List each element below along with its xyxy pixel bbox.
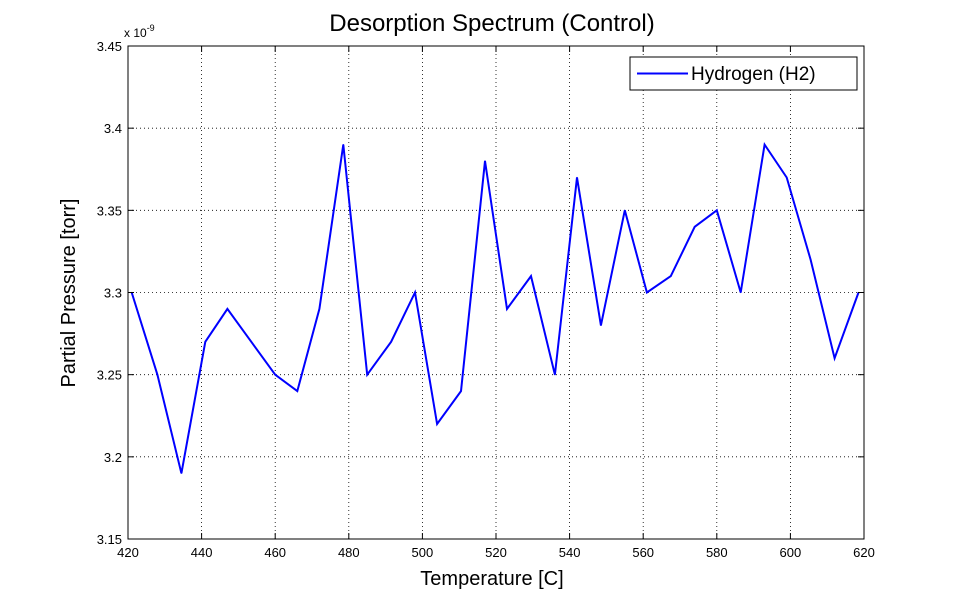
x-tick-label: 620 bbox=[853, 545, 875, 560]
data-point bbox=[390, 341, 392, 343]
y-tick-label: 3.45 bbox=[97, 39, 122, 54]
series-line-hydrogen bbox=[130, 141, 860, 474]
data-point bbox=[646, 291, 648, 294]
x-tick-label: 580 bbox=[706, 545, 728, 560]
x-tick-label: 460 bbox=[264, 545, 286, 560]
y-tick-label: 3.35 bbox=[97, 203, 122, 218]
chart-title: Desorption Spectrum (Control) bbox=[329, 10, 654, 37]
legend-label: Hydrogen (H2) bbox=[691, 64, 816, 85]
grid bbox=[128, 46, 864, 539]
data-point bbox=[554, 374, 556, 376]
data-point bbox=[296, 390, 298, 392]
x-tick-label: 420 bbox=[117, 545, 139, 560]
data-point bbox=[204, 341, 206, 343]
data-point bbox=[670, 275, 672, 277]
data-point bbox=[436, 423, 438, 425]
data-point bbox=[506, 308, 508, 310]
y-tick-label: 3.2 bbox=[104, 450, 122, 465]
x-tick-label: 440 bbox=[191, 545, 213, 560]
x-tick-label: 500 bbox=[412, 545, 434, 560]
x-tick-label: 560 bbox=[632, 545, 654, 560]
x-tick-label: 540 bbox=[559, 545, 581, 560]
data-point bbox=[786, 176, 788, 179]
series-layer bbox=[130, 141, 860, 474]
data-point bbox=[366, 374, 368, 376]
legend: Hydrogen (H2) bbox=[629, 56, 858, 91]
x-tick-label: 520 bbox=[485, 545, 507, 560]
data-point bbox=[318, 308, 320, 310]
data-point bbox=[156, 374, 158, 376]
data-point bbox=[694, 226, 696, 228]
data-point bbox=[414, 291, 416, 294]
y-tick-labels: 3.15 3.2 3.25 3.3 3.35 3.4 3.45 bbox=[97, 39, 122, 547]
y-tick-label: 3.4 bbox=[104, 121, 122, 136]
data-point bbox=[274, 374, 276, 376]
data-point bbox=[740, 291, 742, 294]
x-axis-label: Temperature [C] bbox=[420, 568, 563, 590]
data-point bbox=[460, 390, 462, 392]
y-exponent-label: x 10-9 bbox=[124, 23, 155, 40]
y-tick-label: 3.25 bbox=[97, 368, 122, 383]
x-tick-label: 600 bbox=[780, 545, 802, 560]
data-point bbox=[716, 209, 718, 211]
data-point bbox=[530, 275, 532, 277]
x-tick-label: 480 bbox=[338, 545, 360, 560]
y-tick-label: 3.15 bbox=[97, 532, 122, 547]
data-point bbox=[576, 176, 578, 179]
data-point bbox=[834, 357, 836, 359]
data-point bbox=[600, 324, 602, 326]
data-point bbox=[764, 144, 766, 146]
ticks bbox=[127, 45, 865, 540]
data-point bbox=[180, 472, 182, 474]
y-tick-label: 3.3 bbox=[104, 286, 122, 301]
data-point bbox=[624, 209, 626, 211]
data-point bbox=[226, 308, 228, 310]
data-point bbox=[810, 259, 812, 261]
data-point bbox=[250, 341, 252, 343]
x-tick-labels: 420 440 460 480 500 520 540 560 580 600 620 bbox=[117, 545, 875, 560]
data-point bbox=[342, 144, 344, 146]
y-axis-label: Partial Pressure [torr] bbox=[58, 199, 80, 388]
data-point bbox=[484, 160, 486, 162]
